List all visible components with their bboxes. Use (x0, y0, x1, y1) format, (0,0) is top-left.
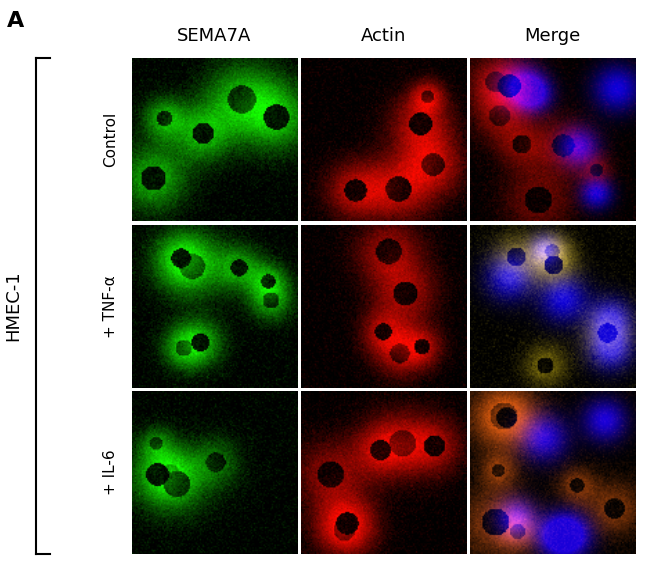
Text: A: A (6, 11, 24, 31)
Text: + TNF-α: + TNF-α (103, 275, 118, 337)
Text: HMEC-1: HMEC-1 (4, 271, 22, 341)
Text: + IL-6: + IL-6 (103, 450, 118, 496)
Text: Control: Control (103, 112, 118, 167)
Text: Merge: Merge (525, 27, 580, 45)
Text: SEMA7A: SEMA7A (177, 27, 252, 45)
Text: Actin: Actin (361, 27, 406, 45)
